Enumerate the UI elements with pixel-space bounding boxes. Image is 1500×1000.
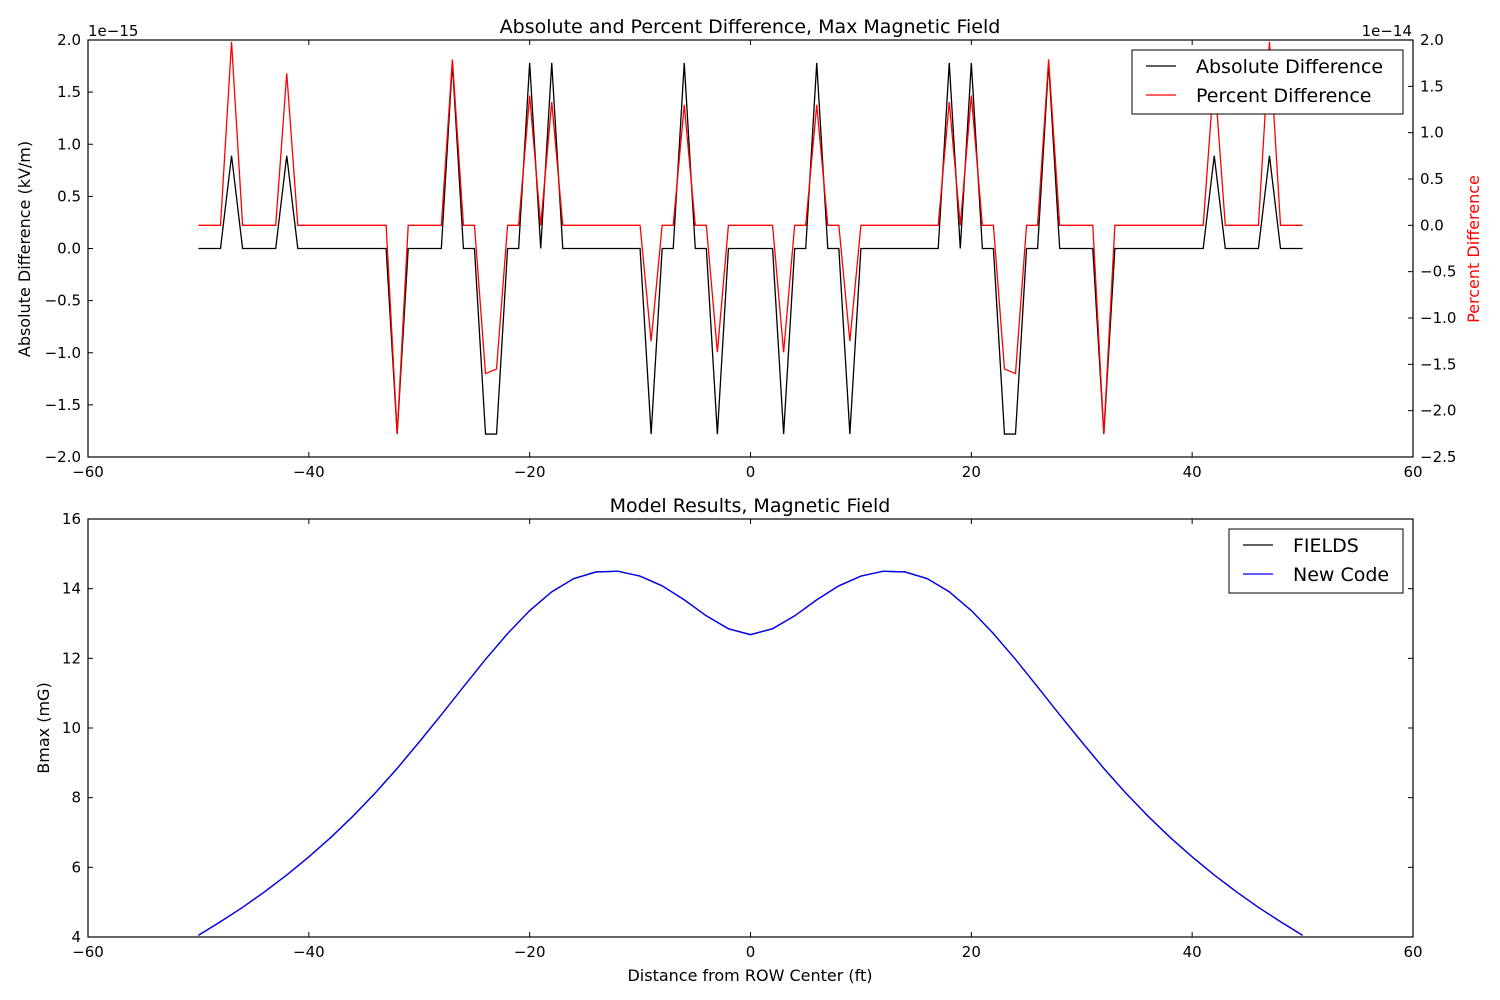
y-tick-label: −0.5 bbox=[45, 292, 81, 310]
y-tick-label: −1.5 bbox=[45, 396, 81, 414]
series-line-absolute-difference bbox=[198, 62, 1303, 435]
y-axis-title: Absolute Difference (kV/m) bbox=[15, 141, 34, 357]
x-tick-label: −60 bbox=[72, 943, 104, 961]
y-tick-label: 0.5 bbox=[57, 187, 81, 205]
y-offset-label: 1e−15 bbox=[88, 22, 138, 40]
legend: FIELDS New Code bbox=[1228, 528, 1404, 594]
legend: Absolute Difference Percent Difference bbox=[1131, 49, 1404, 115]
y2-tick-label: 2.0 bbox=[1420, 31, 1444, 49]
y-tick-label: −1.0 bbox=[45, 344, 81, 362]
y-axis-title: Bmax (mG) bbox=[34, 682, 53, 773]
legend-label-fields: FIELDS bbox=[1293, 535, 1359, 557]
y2-tick-label: −2.0 bbox=[1420, 402, 1456, 420]
legend-label-new-code: New Code bbox=[1293, 564, 1389, 586]
y2-offset-label: 1e−14 bbox=[1362, 22, 1412, 40]
x-ticks: −60 −40 −20 0 20 40 60 bbox=[72, 519, 1423, 961]
model-results-chart: Model Results, Magnetic Field Distance f… bbox=[34, 495, 1423, 985]
x-tick-label: 20 bbox=[962, 943, 981, 961]
x-tick-label: 40 bbox=[1183, 943, 1202, 961]
x-tick-label: −60 bbox=[72, 463, 104, 481]
y-tick-label: 1.0 bbox=[57, 135, 81, 153]
x-tick-label: 0 bbox=[746, 463, 756, 481]
legend-box bbox=[1131, 49, 1404, 115]
y-tick-label: 4 bbox=[71, 928, 81, 946]
plot-area bbox=[198, 41, 1303, 435]
y2-tick-label: 1.0 bbox=[1420, 124, 1444, 142]
chart-title: Absolute and Percent Difference, Max Mag… bbox=[500, 16, 1001, 38]
series-line-new-code bbox=[198, 570, 1303, 936]
x-tick-label: 60 bbox=[1403, 463, 1422, 481]
plot-area bbox=[198, 570, 1303, 936]
y-tick-label: 1.5 bbox=[57, 83, 81, 101]
y-tick-label: 14 bbox=[62, 580, 81, 598]
y-ticks: −2.0 −1.5 −1.0 −0.5 0.0 0.5 1.0 1.5 2.0 bbox=[45, 31, 93, 466]
y-tick-label: 10 bbox=[62, 719, 81, 737]
x-axis-title: Distance from ROW Center (ft) bbox=[627, 966, 872, 985]
difference-chart: Absolute and Percent Difference, Max Mag… bbox=[15, 16, 1483, 481]
y2-tick-label: −1.5 bbox=[1420, 355, 1456, 373]
y-tick-label: 12 bbox=[62, 649, 81, 667]
x-tick-label: −20 bbox=[514, 943, 546, 961]
y2-tick-label: 0.5 bbox=[1420, 170, 1444, 188]
plot-frame bbox=[87, 39, 1414, 458]
y-tick-label: 0.0 bbox=[57, 240, 81, 258]
y-tick-label: 16 bbox=[62, 510, 81, 528]
plot-frame bbox=[87, 518, 1414, 938]
y2-axis-title: Percent Difference bbox=[1464, 175, 1483, 323]
y2-ticks: −2.5 −2.0 −1.5 −1.0 −0.5 0.0 0.5 1.0 1.5 2.0 bbox=[1408, 31, 1456, 466]
y2-tick-label: −2.5 bbox=[1420, 448, 1456, 466]
legend-label-percent: Percent Difference bbox=[1196, 85, 1371, 107]
x-ticks: −60 −40 −20 0 20 40 60 bbox=[72, 40, 1423, 481]
x-tick-label: −20 bbox=[514, 463, 546, 481]
x-tick-label: −40 bbox=[293, 943, 325, 961]
legend-label-absolute: Absolute Difference bbox=[1196, 56, 1383, 78]
legend-box bbox=[1228, 528, 1404, 594]
x-tick-label: 0 bbox=[746, 943, 756, 961]
y-tick-label: −2.0 bbox=[45, 448, 81, 466]
y2-tick-label: −0.5 bbox=[1420, 263, 1456, 281]
series-line-percent-difference bbox=[198, 41, 1303, 434]
x-tick-label: −40 bbox=[293, 463, 325, 481]
y2-tick-label: 1.5 bbox=[1420, 77, 1444, 95]
chart-title: Model Results, Magnetic Field bbox=[610, 495, 891, 517]
y-tick-label: 8 bbox=[71, 789, 81, 807]
y-tick-label: 6 bbox=[71, 858, 81, 876]
x-tick-label: 20 bbox=[962, 463, 981, 481]
y2-tick-label: 0.0 bbox=[1420, 216, 1444, 234]
x-tick-label: 40 bbox=[1183, 463, 1202, 481]
y-tick-label: 2.0 bbox=[57, 31, 81, 49]
x-tick-label: 60 bbox=[1403, 943, 1422, 961]
y2-tick-label: −1.0 bbox=[1420, 309, 1456, 327]
